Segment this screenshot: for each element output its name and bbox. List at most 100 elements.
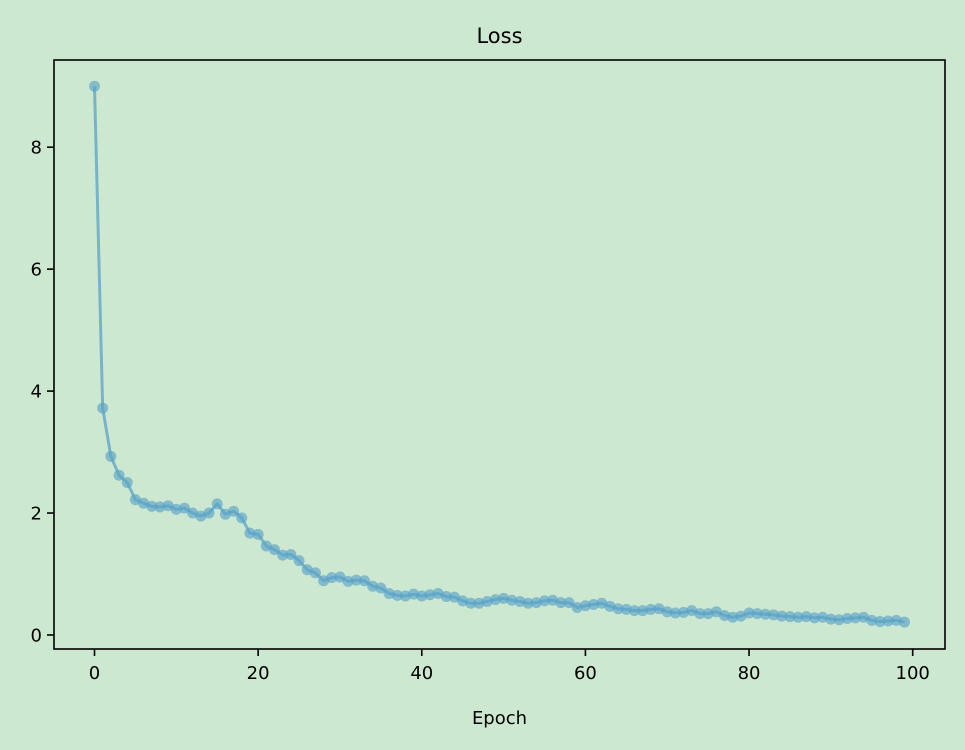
y-tick-label: 2 (31, 504, 42, 525)
data-point (629, 605, 640, 617)
data-point (743, 607, 755, 619)
data-point (841, 613, 853, 625)
data-point (719, 609, 730, 621)
data-point (285, 548, 297, 560)
data-point (579, 600, 591, 612)
data-point (637, 605, 649, 617)
data-point (121, 477, 133, 489)
data-point (784, 611, 796, 623)
data-point (588, 598, 600, 610)
data-point (489, 594, 501, 606)
data-point (129, 494, 141, 506)
data-point (833, 614, 845, 626)
data-point (154, 501, 166, 513)
x-tick-label: 100 (896, 663, 930, 684)
data-point (105, 450, 117, 462)
x-tick-label: 40 (410, 663, 433, 684)
data-point (383, 588, 395, 600)
data-point (522, 597, 534, 609)
data-point (309, 567, 321, 579)
y-tick-label: 8 (31, 138, 42, 159)
data-point (203, 507, 215, 519)
data-point (882, 615, 894, 627)
data-point (162, 500, 174, 512)
x-tick-label: 60 (574, 663, 597, 684)
data-point (530, 597, 542, 609)
data-point (260, 540, 272, 552)
data-point (890, 614, 902, 626)
data-point (252, 528, 264, 540)
data-point (391, 589, 403, 601)
data-point (269, 544, 280, 556)
data-point (97, 402, 109, 414)
data-point (899, 616, 910, 628)
data-point (375, 582, 387, 594)
chart-title: Loss (476, 24, 522, 48)
data-point (678, 606, 690, 618)
data-point (612, 603, 624, 615)
data-point (800, 611, 812, 623)
data-point (866, 614, 878, 626)
data-point (874, 616, 886, 628)
data-point (849, 612, 861, 624)
data-point (727, 611, 739, 623)
data-point (244, 527, 256, 539)
data-point (768, 609, 780, 621)
data-point (514, 595, 526, 607)
data-point (661, 606, 673, 618)
x-axis-label: Epoch (472, 708, 527, 729)
data-point (555, 597, 567, 609)
y-tick-label: 0 (31, 625, 42, 646)
x-tick-label: 0 (89, 663, 100, 684)
data-point (228, 505, 240, 517)
x-tick-label: 20 (247, 663, 270, 684)
y-tick-label: 6 (31, 260, 42, 281)
data-point (465, 597, 477, 609)
data-point (440, 591, 452, 603)
x-tick-label: 80 (738, 663, 761, 684)
data-point (334, 571, 346, 583)
data-point (277, 549, 289, 561)
data-point (367, 580, 379, 592)
plot-frame (53, 59, 946, 650)
data-point (776, 610, 788, 622)
data-point (817, 611, 829, 623)
data-point (571, 602, 583, 614)
data-point (694, 608, 706, 620)
data-point (293, 555, 305, 567)
data-point (408, 588, 420, 600)
data-point (620, 603, 632, 615)
data-point (146, 500, 158, 512)
data-point (506, 594, 518, 606)
data-point (399, 590, 411, 602)
data-point (342, 575, 354, 587)
data-point (350, 574, 362, 586)
data-point (809, 612, 820, 624)
data-point (702, 608, 714, 620)
data-point (481, 595, 493, 607)
y-axis-ticks: 0 2 4 6 8 (31, 138, 54, 646)
data-point (825, 613, 837, 625)
data-point (645, 603, 657, 615)
data-point (563, 597, 575, 609)
data-point (211, 498, 223, 510)
x-axis-ticks: 0 20 40 60 80 100 (89, 649, 930, 684)
data-point (170, 503, 182, 515)
data-point (424, 589, 436, 601)
data-point (236, 512, 248, 524)
data-point (669, 607, 681, 619)
series-layer (89, 80, 910, 628)
data-point (759, 608, 771, 620)
data-point (359, 575, 370, 587)
data-point (498, 592, 510, 604)
data-point (89, 80, 100, 92)
data-point (179, 502, 190, 514)
data-point (751, 608, 763, 620)
data-point (473, 597, 485, 609)
data-point (113, 469, 125, 481)
data-point (449, 591, 460, 603)
data-point (539, 595, 550, 607)
data-point (710, 606, 722, 618)
